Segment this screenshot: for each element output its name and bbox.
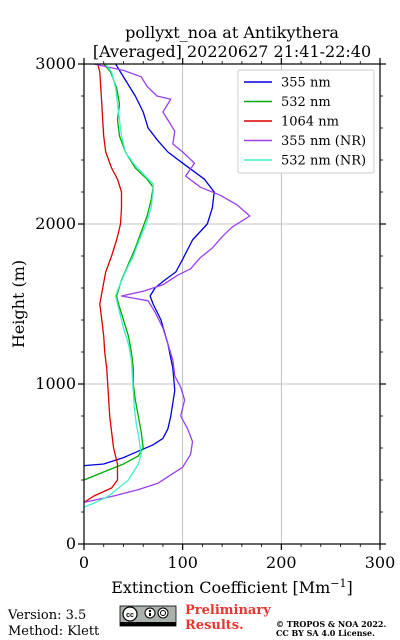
svg-text:cc: cc [126, 612, 134, 619]
series-line-532-nm [84, 64, 154, 481]
x-axis-label-end: ] [347, 578, 353, 597]
y-axis-label: Height (m) [9, 260, 28, 348]
series-line-532-nm-nr- [84, 64, 154, 508]
preliminary-line-2: Results. [185, 618, 244, 633]
legend-label-1: 532 nm [281, 95, 331, 110]
legend-label-0: 355 nm [281, 76, 331, 91]
x-tick-label-1: 100 [167, 553, 198, 572]
x-tick-label-3: 300 [365, 553, 396, 572]
copyright-line-2: CC BY SA 4.0 License. [276, 628, 375, 638]
series-line-355-nm [84, 64, 215, 467]
sa-icon [157, 607, 169, 619]
chart-title-line-1: pollyxt_noa at Antikythera [125, 23, 339, 42]
y-tick-label-0: 0 [66, 534, 76, 553]
cc-license-badge: cc [119, 605, 177, 627]
y-tick-label-1: 1000 [35, 374, 76, 393]
version-text: Version: 3.5 [7, 608, 86, 623]
y-tick-label-2: 2000 [35, 214, 76, 233]
x-axis-label: Extinction Coefficient [Mm−1] [111, 577, 353, 597]
x-tick-label-0: 0 [79, 553, 89, 572]
copyright-line-1: © TROPOS & NOA 2022. [276, 619, 386, 629]
method-text: Method: Klett [8, 624, 100, 639]
legend-label-3: 355 nm (NR) [281, 134, 366, 149]
legend-box [237, 69, 375, 174]
legend-label-4: 532 nm (NR) [281, 154, 366, 169]
x-axis-label-main: Extinction Coefficient [Mm [111, 578, 330, 597]
x-axis-label-sup: −1 [330, 577, 346, 590]
series-lines [84, 64, 251, 508]
chart-title-line-2: [Averaged] 20220627 21:41-22:40 [93, 42, 371, 61]
series-line-1064-nm [84, 64, 123, 503]
x-tick-label-2: 200 [266, 553, 297, 572]
y-tick-label-3: 3000 [35, 54, 76, 73]
legend: 355 nm 532 nm 1064 nm 355 nm (NR) 532 nm (NR… [237, 69, 375, 174]
legend-label-2: 1064 nm [281, 115, 339, 130]
cc-icon [122, 606, 138, 622]
plot-frame [83, 63, 381, 545]
series-line-355-nm-nr- [84, 64, 251, 504]
preliminary-line-1: Preliminary [185, 603, 271, 618]
